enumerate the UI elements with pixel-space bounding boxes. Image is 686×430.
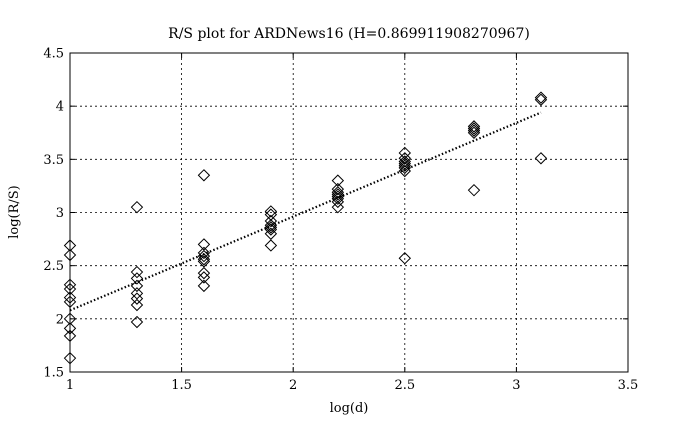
data-point	[467, 122, 481, 135]
data-point	[264, 221, 278, 234]
y-tick-label: 4.5	[43, 47, 64, 62]
data-point	[130, 272, 144, 285]
data-point	[398, 252, 412, 265]
y-tick-label: 4	[56, 100, 64, 115]
x-tick-label: 2.5	[394, 378, 415, 393]
x-tick-label: 2	[289, 378, 297, 393]
y-tick-label: 3.5	[43, 153, 64, 168]
data-point	[130, 200, 144, 214]
x-tick-label: 3	[512, 378, 520, 393]
x-tick-label: 1.5	[171, 378, 192, 393]
data-point	[467, 126, 481, 139]
data-point	[467, 120, 481, 133]
data-point	[398, 155, 412, 168]
x-tick-label: 3.5	[618, 378, 639, 393]
data-point	[264, 223, 278, 236]
fit-line	[69, 111, 542, 312]
data-point	[398, 152, 412, 165]
data-point	[331, 182, 345, 196]
data-point	[197, 169, 211, 182]
grid-lines	[70, 53, 628, 372]
data-point	[197, 266, 211, 280]
data-point	[534, 91, 548, 104]
data-point	[534, 152, 548, 165]
data-point	[467, 183, 481, 197]
x-tick-labels: 1 1.5 2 2.5 3 3.5	[66, 378, 638, 393]
data-point	[197, 249, 211, 263]
x-tick-label: 1	[66, 378, 74, 393]
y-axis-label: log(R/S)	[7, 185, 22, 239]
data-point	[331, 192, 345, 205]
data-point	[331, 200, 345, 214]
y-tick-label: 2.5	[43, 259, 64, 274]
x-axis-label: log(d)	[330, 401, 369, 416]
data-point	[197, 246, 211, 260]
data-point	[130, 298, 144, 312]
data-point	[264, 214, 278, 228]
data-point	[197, 271, 211, 284]
data-points	[63, 91, 548, 365]
data-point	[398, 159, 412, 172]
y-tick-label: 2	[56, 312, 64, 327]
data-point	[398, 164, 412, 178]
y-tick-label: 1.5	[43, 366, 64, 381]
data-point	[197, 279, 211, 293]
y-tick-label: 3	[56, 206, 64, 221]
plot-frame	[69, 52, 629, 373]
data-point	[534, 93, 548, 106]
data-point	[130, 315, 144, 329]
data-point	[130, 279, 144, 293]
chart-title: R/S plot for ARDNews16 (H=0.869911908270…	[168, 26, 530, 42]
data-point	[331, 186, 345, 199]
data-point	[197, 253, 211, 266]
data-point	[331, 195, 345, 209]
data-point	[264, 239, 278, 252]
data-point	[467, 124, 481, 137]
data-point	[130, 292, 144, 305]
y-tick-labels: 1.5 2 2.5 3 3.5 4 4.5	[43, 47, 64, 381]
data-point	[398, 161, 412, 175]
data-point	[130, 265, 144, 279]
data-point	[398, 157, 412, 170]
data-point	[264, 205, 278, 218]
data-point	[264, 219, 278, 232]
data-point	[331, 188, 345, 201]
